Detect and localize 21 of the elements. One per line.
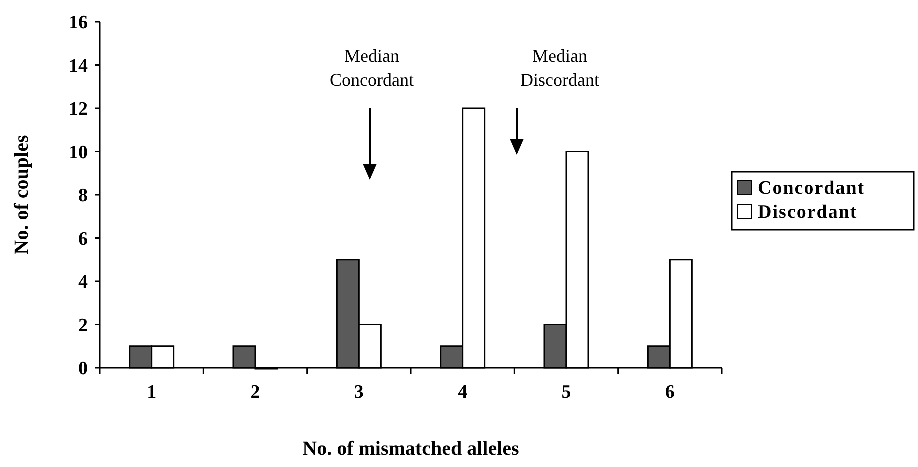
y-tick-label: 10 xyxy=(69,142,88,164)
y-tick-label: 8 xyxy=(78,186,88,207)
x-axis-title: No. of mismatched alleles xyxy=(302,438,520,460)
x-tick-label: 1 xyxy=(147,382,157,403)
annotation: Median Concordant xyxy=(330,46,414,90)
y-tick-label: 2 xyxy=(78,315,88,336)
legend-label: Concordant xyxy=(758,178,866,199)
x-tick-label: 4 xyxy=(458,382,468,403)
y-tick-label: 14 xyxy=(69,56,88,77)
x-tick-label: 3 xyxy=(354,382,364,403)
y-tick-label: 12 xyxy=(69,99,88,120)
y-axis-title: No. of couples xyxy=(11,135,33,255)
y-tick-label: 16 xyxy=(69,12,88,34)
x-tick-label: 5 xyxy=(562,382,572,403)
y-tick-label: 0 xyxy=(78,358,88,380)
legend-label: Discordant xyxy=(758,202,858,223)
annotation: Median Discordant xyxy=(520,46,600,90)
y-tick-label: 4 xyxy=(78,272,88,294)
y-tick-label: 6 xyxy=(78,228,88,250)
x-tick-label: 2 xyxy=(250,382,260,403)
x-tick-label: 6 xyxy=(665,382,675,403)
